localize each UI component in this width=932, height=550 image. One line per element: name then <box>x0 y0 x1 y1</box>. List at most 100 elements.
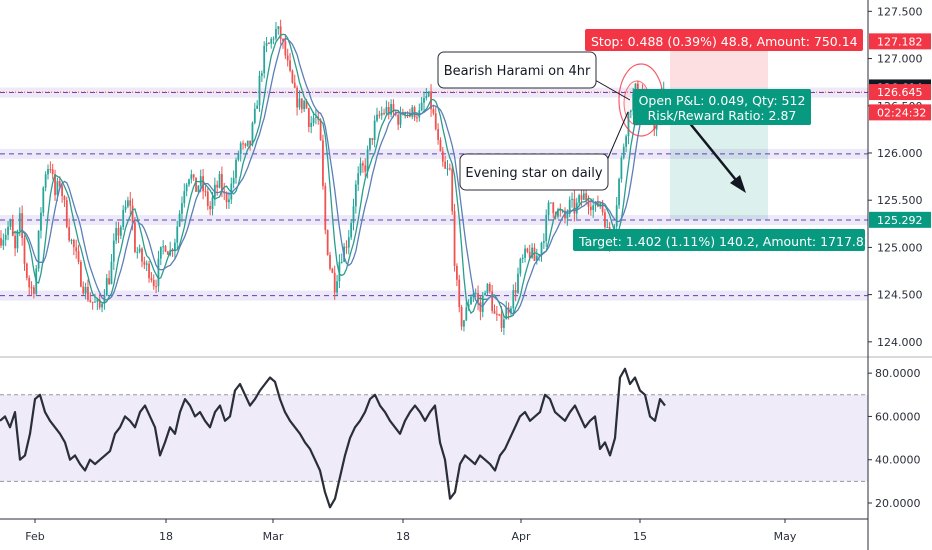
candle-body <box>472 293 475 297</box>
candle-body <box>315 116 317 118</box>
candle-body <box>239 143 242 155</box>
candle-body <box>253 108 256 123</box>
candle-body <box>282 38 284 42</box>
price-tag: 127.182 <box>869 33 931 50</box>
candle-body <box>587 200 590 207</box>
candle-body <box>333 272 336 293</box>
candle-body <box>96 299 99 302</box>
candle-body <box>307 108 310 127</box>
candle-body <box>493 310 496 314</box>
candle-body <box>568 199 571 215</box>
candle-body <box>70 239 73 241</box>
candle-body <box>249 140 251 145</box>
candle-body <box>14 235 16 249</box>
candle-body <box>188 179 190 185</box>
candle-body <box>347 237 350 248</box>
candle-body <box>573 198 576 214</box>
candle-body <box>225 193 228 203</box>
candle-body <box>21 213 24 239</box>
candle-body <box>366 149 369 172</box>
candle-body <box>298 98 301 108</box>
price-tag: 125.292 <box>869 211 931 228</box>
candle-body <box>411 107 414 117</box>
candle-body <box>221 174 223 192</box>
candle-body <box>216 184 219 188</box>
time-tick-label: Mar <box>263 530 284 543</box>
rsi-tick-label: 40.0000 <box>875 454 921 467</box>
candle-body <box>9 220 12 227</box>
drawing-annotations[interactable]: Bearish Harami on 4hr Evening star on da… <box>437 51 746 193</box>
candle-body <box>606 226 609 228</box>
candle-body <box>101 303 103 308</box>
candle-body <box>416 117 418 119</box>
price-tick-label: 126.000 <box>877 147 923 160</box>
candle-body <box>331 268 334 273</box>
candle-body <box>526 248 529 252</box>
candle-body <box>451 168 454 212</box>
candle-body <box>336 281 338 293</box>
candle-body <box>359 163 362 174</box>
price-tag: 126.645 <box>869 84 931 101</box>
candle-body <box>91 301 94 303</box>
candle-body <box>98 299 101 308</box>
pnl-label-box <box>633 89 811 125</box>
candle-body <box>199 176 202 186</box>
evening-star-callout[interactable]: Evening star on daily <box>459 153 609 191</box>
candle-body <box>488 284 491 292</box>
short-position-tool[interactable] <box>670 41 768 220</box>
candle-body <box>63 196 66 201</box>
candle-body <box>244 143 247 146</box>
candle-body <box>80 261 82 287</box>
candle-body <box>141 248 143 262</box>
candle-body <box>181 203 183 214</box>
candle-body <box>533 247 536 261</box>
candle-body <box>552 202 555 214</box>
candle-body <box>615 205 618 227</box>
candle-body <box>545 215 548 242</box>
candle-body <box>162 246 165 248</box>
candle-body <box>557 209 559 217</box>
candle-body <box>378 114 381 116</box>
candle-body <box>300 98 303 110</box>
candle-body <box>84 286 87 294</box>
candle-body <box>65 200 68 228</box>
price-tag-box <box>869 33 931 50</box>
candle-body <box>627 111 630 137</box>
candle-body <box>310 122 313 127</box>
candle-body <box>23 238 26 264</box>
time-tick-label: May <box>774 530 797 543</box>
position-labels: Stop: 0.488 (0.39%) 48.8, Amount: 750.14… <box>573 29 872 251</box>
candle-body <box>437 129 439 140</box>
candle-body <box>197 185 200 192</box>
candle-body <box>387 107 390 115</box>
price-tag: 02:24:32 <box>869 104 931 121</box>
stop-label-box <box>585 29 863 51</box>
candle-body <box>460 307 463 327</box>
candle-body <box>37 230 40 269</box>
candle-body <box>131 205 134 223</box>
candle-body <box>514 290 517 293</box>
candle-body <box>439 139 442 152</box>
rsi-pane <box>0 356 932 509</box>
target-label-box <box>573 229 865 251</box>
stop-label-text: Stop: 0.488 (0.39%) 48.8, Amount: 750.14 <box>591 34 858 49</box>
candle-body <box>136 251 139 253</box>
candle-body <box>7 226 9 235</box>
candle-body <box>524 248 526 258</box>
time-tick-label: 15 <box>633 530 647 543</box>
moving-average-fast <box>12 33 665 319</box>
candle-body <box>152 280 155 287</box>
candle-body <box>465 307 468 321</box>
price-tick-label: 127.000 <box>877 53 923 66</box>
moving-average-lines <box>12 33 665 319</box>
candle-body <box>16 230 19 249</box>
bearish-harami-callout[interactable]: Bearish Harami on 4hr <box>437 51 597 89</box>
candle-body <box>159 246 162 259</box>
target-label: Target: 1.402 (1.11%) 140.2, Amount: 171… <box>573 229 872 251</box>
candle-body <box>28 277 31 288</box>
candle-body <box>108 278 110 285</box>
candle-body <box>110 261 113 285</box>
candle-body <box>601 202 604 213</box>
rsi-line <box>0 367 666 509</box>
